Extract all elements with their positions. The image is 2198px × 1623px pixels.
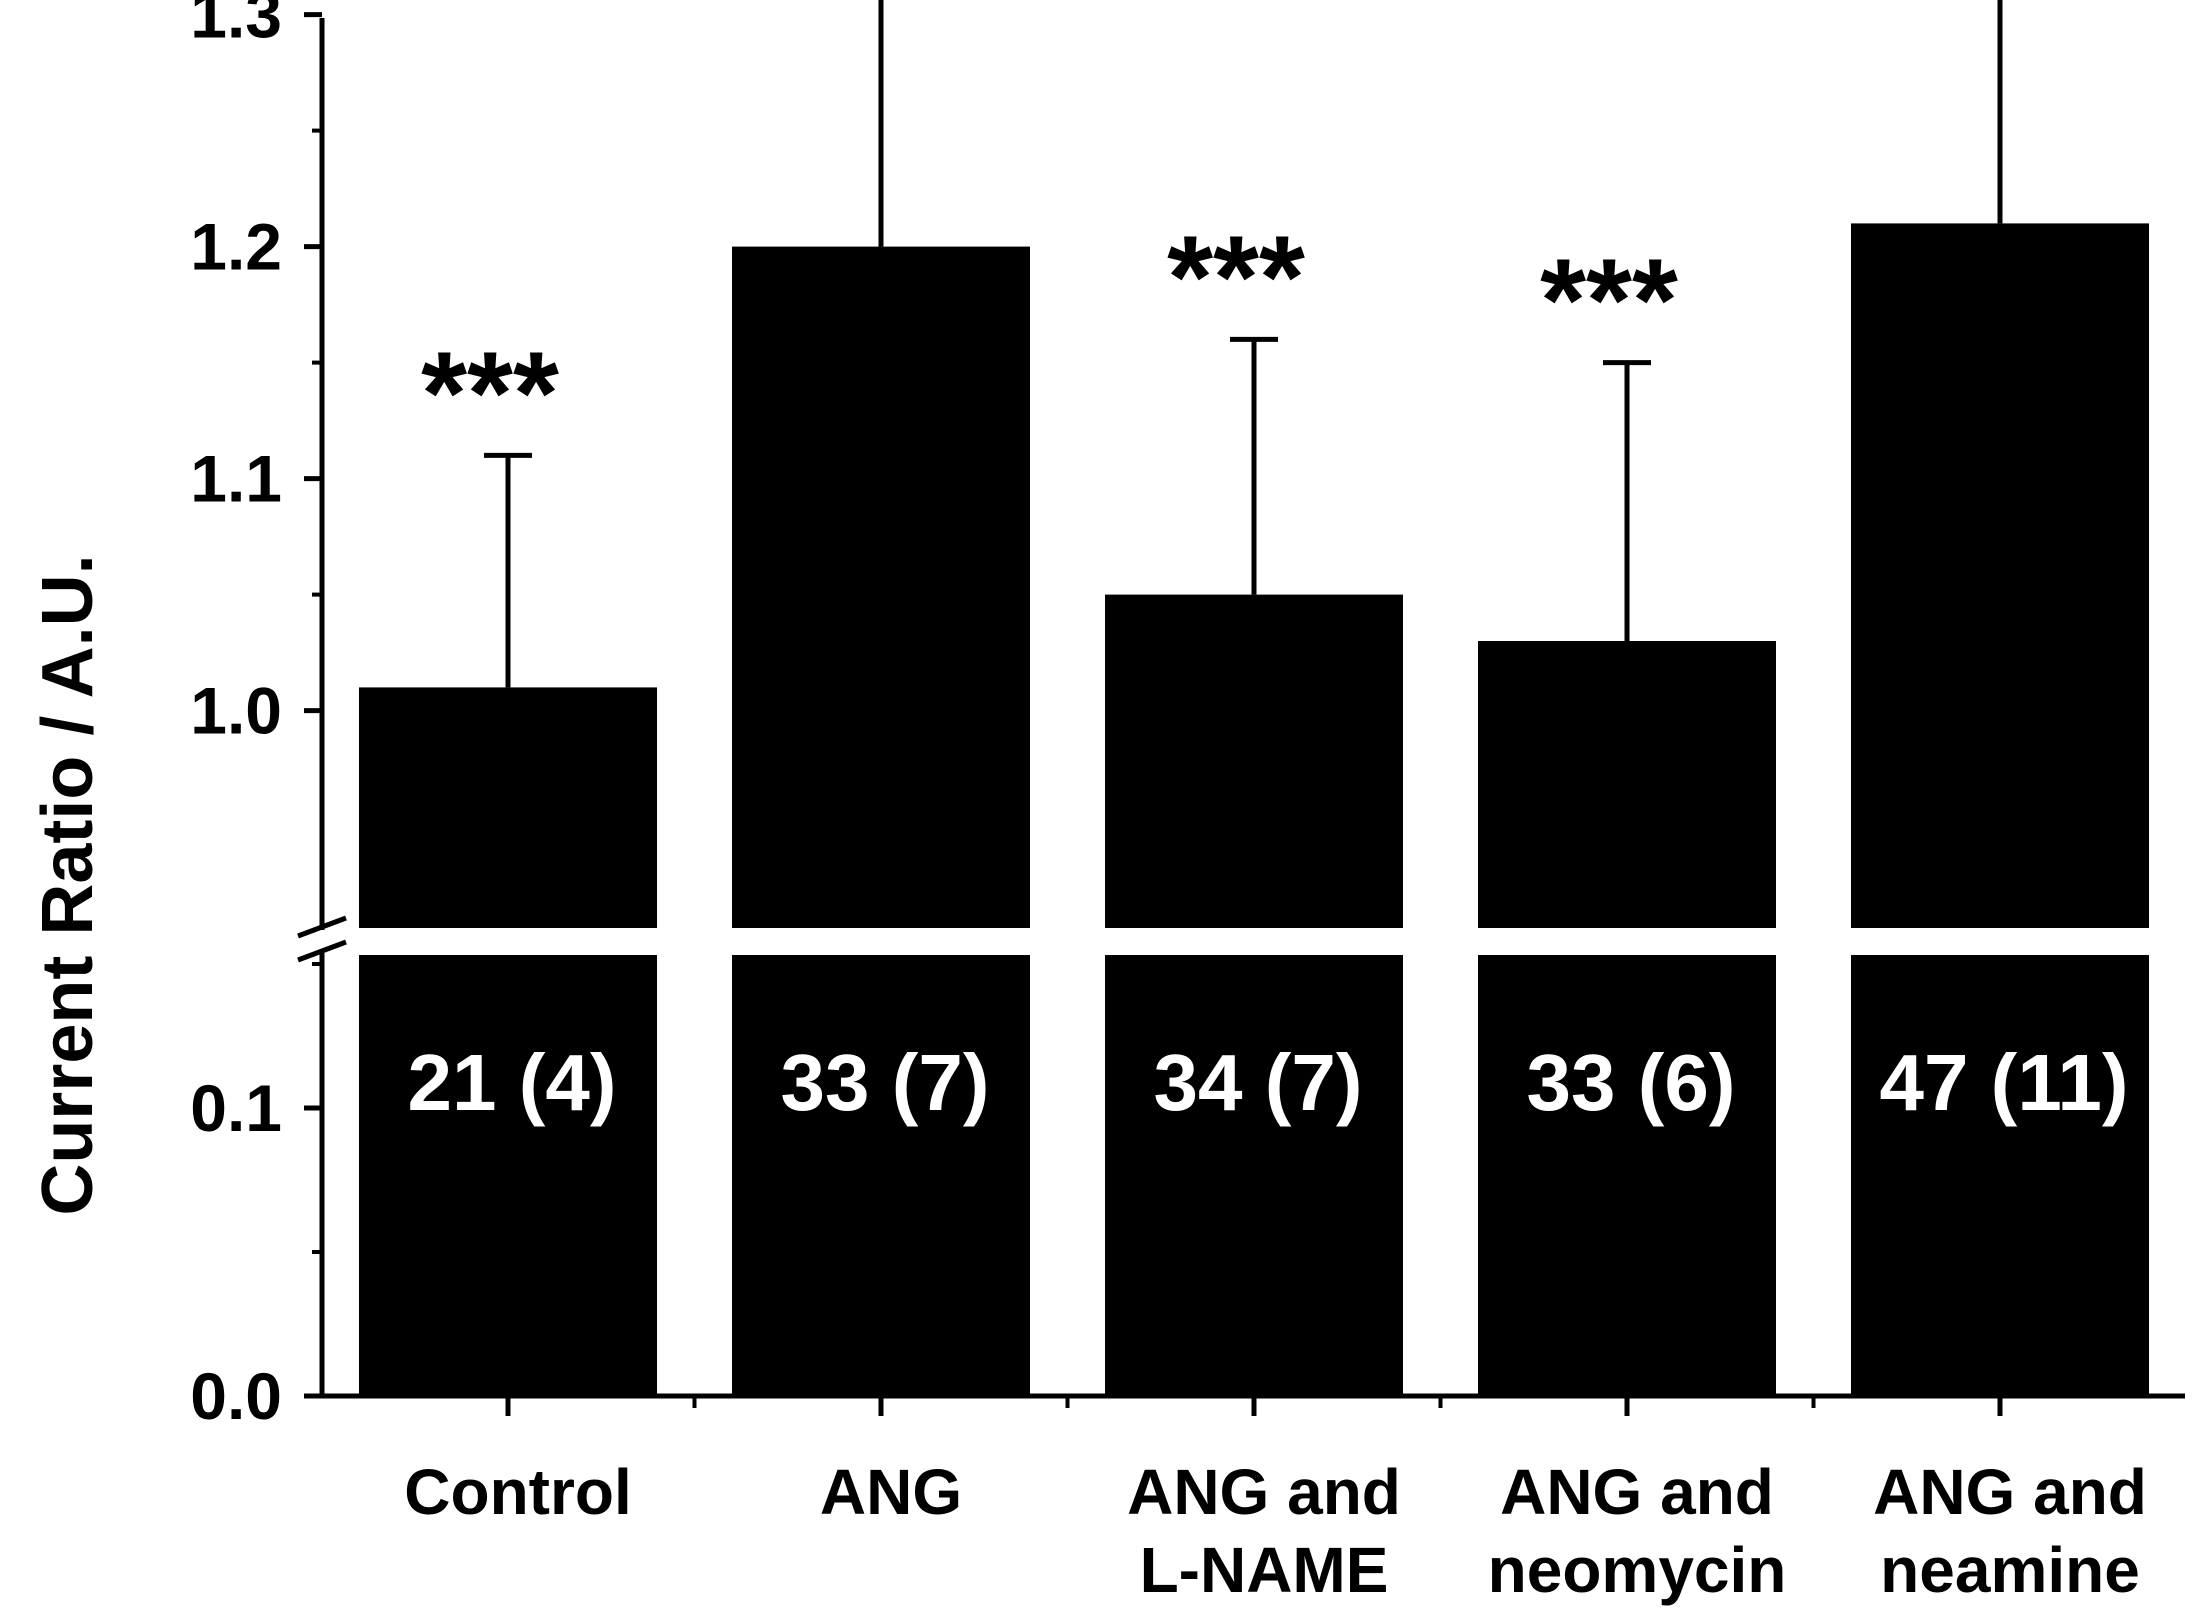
- bar-upper: [1105, 594, 1403, 928]
- bar-lower: [1105, 955, 1403, 1396]
- significance-label: ***: [1167, 211, 1305, 343]
- y-axis-title: Current Ratio / A.U.: [28, 554, 108, 1215]
- category-label-line1: ANG: [820, 1456, 962, 1528]
- y-tick-label: 1.3: [190, 0, 282, 52]
- category-label-line2: L-NAME: [1140, 1534, 1389, 1606]
- bar-upper: [732, 246, 1030, 929]
- x-ticks: [505, 1396, 2003, 1416]
- y-ticks: 1.0 1.1 1.2 1.3 0.0 0.1: [190, 0, 322, 1433]
- bar-n-label: 33 (7): [781, 1038, 990, 1127]
- category-label-line1: ANG and: [1873, 1456, 2147, 1528]
- y-tick-label: 1.0: [190, 674, 282, 748]
- axis-break-mark-2: [297, 939, 347, 963]
- bar-lower: [1851, 955, 2149, 1396]
- bars-layer: *** 21 (4) 33 (7) *** 34 (7) *** 33 (6) 47 (11): [359, 0, 2149, 1396]
- category-label-line1: Control: [404, 1456, 632, 1528]
- axis-break-mark-1: [297, 915, 347, 939]
- category-label-line1: ANG and: [1500, 1456, 1774, 1528]
- category-label-line1: ANG and: [1127, 1456, 1401, 1528]
- y-tick-label: 0.1: [190, 1071, 282, 1145]
- bar-n-label: 21 (4): [408, 1038, 617, 1127]
- bar-upper: [1851, 223, 2149, 928]
- y-tick-label: 0.0: [190, 1359, 282, 1433]
- significance-label: ***: [1540, 235, 1678, 367]
- category-label-line2: neomycin: [1488, 1534, 1787, 1606]
- category-label-line2: neamine: [1880, 1534, 2140, 1606]
- bar-n-label: 34 (7): [1154, 1038, 1363, 1127]
- bar-lower: [359, 955, 657, 1396]
- bar-n-label: 33 (6): [1527, 1038, 1736, 1127]
- bar-upper: [359, 687, 657, 928]
- y-tick-label: 1.2: [190, 210, 282, 284]
- y-tick-label: 1.1: [190, 442, 282, 516]
- bar-n-label: 47 (11): [1879, 1038, 2128, 1127]
- bar-lower: [1478, 955, 1776, 1396]
- bar-lower: [732, 955, 1030, 1396]
- significance-label: ***: [421, 327, 559, 459]
- bar-upper: [1478, 641, 1776, 928]
